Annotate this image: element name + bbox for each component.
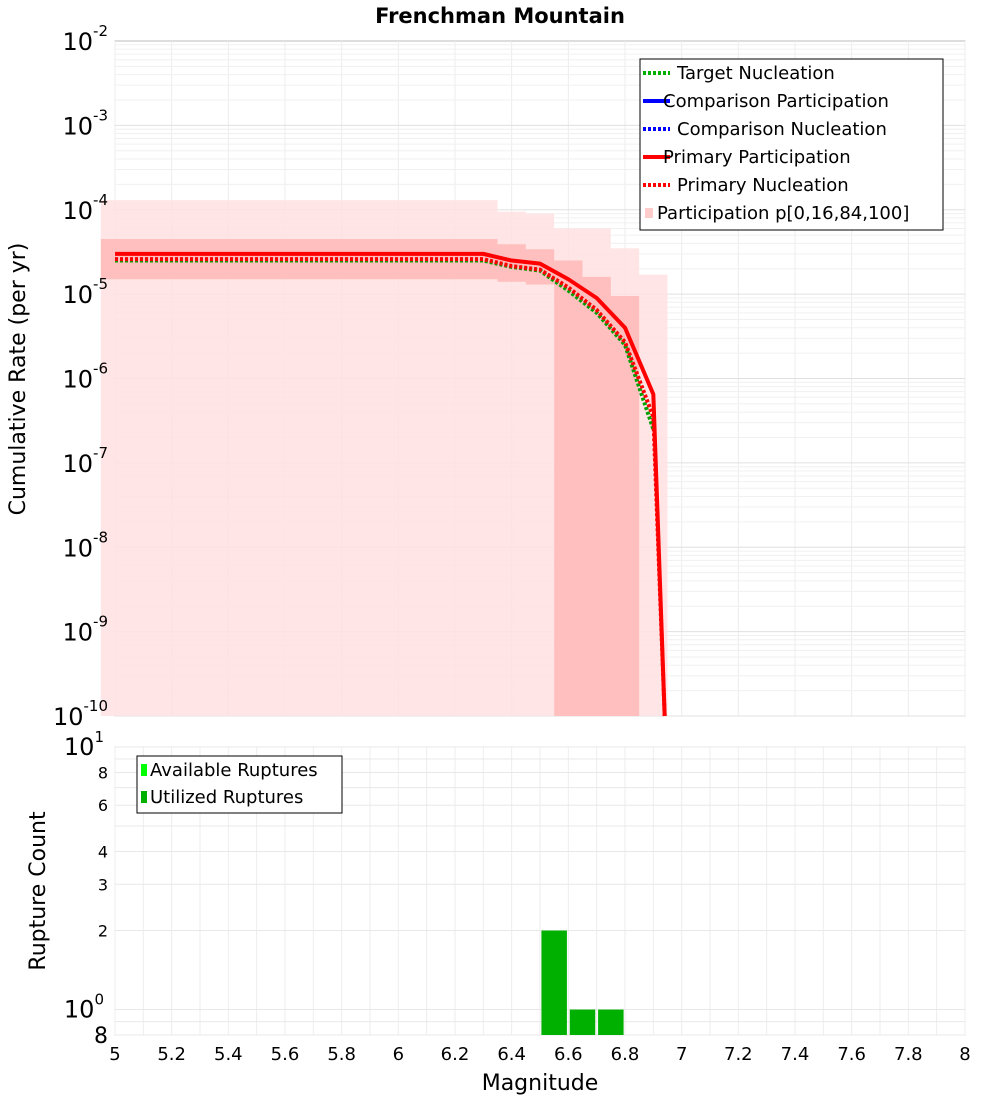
bottom-y-major-tick-label: 101 <box>64 728 104 761</box>
top-panel: 10-2 10-3 10-4 10-5 10-6 10-7 10-8 10-9 10-10 Cu… <box>6 22 966 731</box>
bottom-y-tick-label: 8 <box>98 763 108 782</box>
rupture-count-bar <box>541 930 567 1035</box>
x-tick-label: 6.8 <box>611 1044 640 1065</box>
participation-band <box>100 239 640 716</box>
rupture-count-bar <box>598 1009 624 1035</box>
x-tick-labels: 5 5.2 5.4 5.6 5.8 6 6.2 6.4 6.6 6.8 7 7.2 7.4 7.6 7.8 8 <box>109 1044 970 1065</box>
bottom-y-tick-label: 8 <box>94 1024 108 1049</box>
legend-label: Primary Nucleation <box>677 175 849 196</box>
bottom-y-tick-label: 3 <box>98 875 108 894</box>
top-y-tick-label: 10-6 <box>62 360 108 394</box>
top-y-tick-label: 10-9 <box>62 613 108 647</box>
series-line <box>115 258 656 430</box>
top-legend-box <box>639 58 944 231</box>
top-y-axis-label: Cumulative Rate (per yr) <box>6 243 31 516</box>
bottom-bars <box>541 930 624 1035</box>
legend-swatch <box>141 764 147 776</box>
x-tick-label: 8 <box>959 1044 970 1065</box>
x-tick-label: 6 <box>393 1044 404 1065</box>
x-tick-label: 6.6 <box>554 1044 583 1065</box>
top-y-tick-label: 10-10 <box>53 697 108 731</box>
x-tick-label: 5.2 <box>157 1044 186 1065</box>
top-series-lines <box>115 251 667 717</box>
legend-label: Target Nucleation <box>676 63 835 84</box>
series-line <box>115 251 667 717</box>
legend-label: Comparison Participation <box>663 91 889 112</box>
top-y-tick-label: 10-7 <box>62 444 108 478</box>
x-axis-label: Magnitude <box>482 1071 599 1096</box>
series-line <box>115 257 667 717</box>
top-legend: Target Nucleation Comparison Participatio… <box>639 58 944 231</box>
top-y-tick-label: 10-8 <box>62 528 108 562</box>
x-tick-label: 5.4 <box>214 1044 243 1065</box>
legend-label: Utilized Ruptures <box>150 787 303 808</box>
x-tick-label: 5.8 <box>327 1044 356 1065</box>
bottom-y-tick-label: 6 <box>98 796 108 815</box>
legend-swatch <box>645 208 653 218</box>
bottom-y-tick-label: 2 <box>98 922 108 941</box>
bottom-y-major-tick-label: 100 <box>64 991 104 1024</box>
legend-label: Comparison Nucleation <box>677 119 887 140</box>
participation-band <box>100 200 668 716</box>
x-tick-label: 5 <box>109 1044 120 1065</box>
top-y-tick-label: 10-2 <box>62 22 108 56</box>
x-tick-label: 6.4 <box>497 1044 526 1065</box>
chart-title: Frenchman Mountain <box>375 4 625 28</box>
x-tick-label: 7.6 <box>837 1044 866 1065</box>
x-tick-label: 7 <box>676 1044 687 1065</box>
x-tick-label: 7.8 <box>894 1044 923 1065</box>
x-tick-label: 6.2 <box>441 1044 470 1065</box>
legend-label: Primary Participation <box>663 147 851 168</box>
legend-swatch <box>141 791 147 803</box>
top-y-tick-label: 10-4 <box>62 191 108 225</box>
x-tick-label: 7.2 <box>724 1044 753 1065</box>
legend-label: Participation p[0,16,84,100] <box>657 203 909 224</box>
top-bands <box>100 200 668 716</box>
bottom-legend: Available Ruptures Utilized Ruptures <box>136 755 343 814</box>
x-tick-label: 5.6 <box>271 1044 300 1065</box>
x-tick-label: 7.4 <box>781 1044 810 1065</box>
bottom-y-axis-label: Rupture Count <box>26 811 51 971</box>
top-y-tick-label: 10-5 <box>62 275 108 309</box>
top-y-tick-labels: 10-2 10-3 10-4 10-5 10-6 10-7 10-8 10-9 10-10 <box>53 22 108 731</box>
bottom-y-tick-label: 4 <box>98 842 108 861</box>
top-y-tick-label: 10-3 <box>62 106 108 140</box>
bottom-y-tick-labels: 8 6 4 3 2 8 101 100 <box>64 728 108 1049</box>
bottom-panel: 8 6 4 3 2 8 101 100 5 5.2 5.4 5.6 5.8 6 6.2 6.4 6.6 6.8 7… <box>26 728 971 1096</box>
legend-label: Available Ruptures <box>150 760 318 781</box>
bottom-legend-box <box>136 755 343 814</box>
rupture-count-bar <box>569 1009 596 1035</box>
